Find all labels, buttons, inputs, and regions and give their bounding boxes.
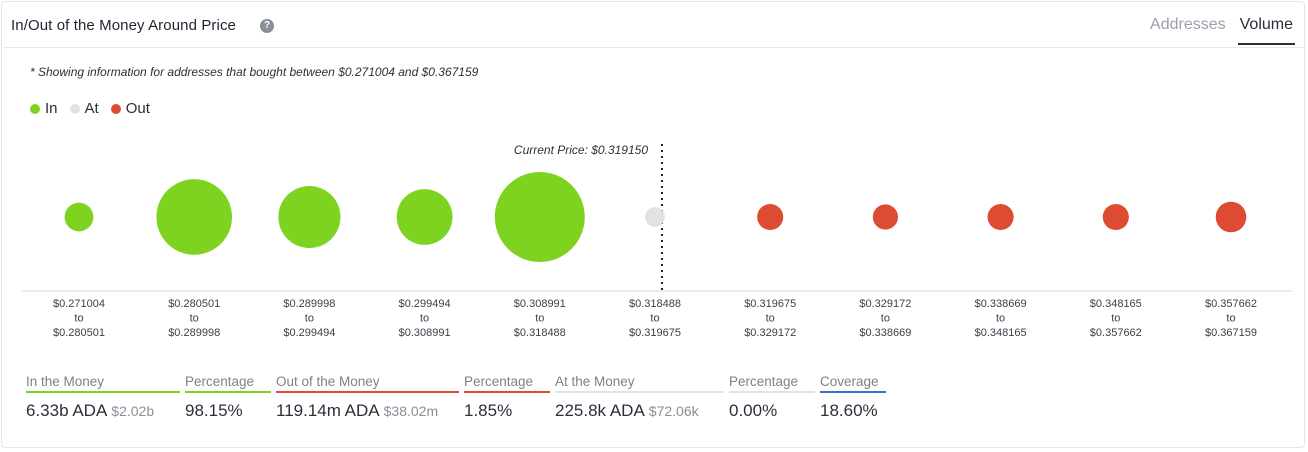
range-note: * Showing information for addresses that… — [30, 65, 479, 79]
tick-label: $0.280501 — [53, 327, 105, 339]
stat-in-percentage: Percentage 98.15% — [185, 374, 271, 421]
tab-addresses[interactable]: Addresses — [1150, 16, 1226, 33]
stat-usd: $72.06k — [648, 403, 699, 419]
tick-label: $0.289998 — [283, 298, 335, 310]
stat-amount: 225.8k ADA — [555, 401, 645, 420]
tick-label: to — [190, 313, 199, 325]
legend-item-out[interactable]: Out — [110, 100, 150, 117]
stat-value: 1.85% — [464, 401, 513, 420]
tab-volume[interactable]: Volume — [1237, 16, 1295, 45]
stat-label: Percentage — [185, 374, 271, 393]
tick-label: $0.318488 — [629, 298, 681, 310]
tick-label: $0.299494 — [399, 298, 451, 310]
legend-dot-out — [110, 103, 121, 114]
tick-label: $0.299494 — [283, 327, 335, 339]
page-title: In/Out of the Money Around Price — [11, 17, 236, 34]
tick-label: to — [650, 313, 659, 325]
stat-label: Coverage — [820, 374, 886, 393]
question-circle-icon[interactable]: ? — [260, 19, 274, 33]
summary-stats: In the Money 6.33b ADA $2.02b Percentage … — [26, 374, 891, 421]
stat-in-the-money: In the Money 6.33b ADA $2.02b — [26, 374, 180, 421]
tick-label: $0.271004 — [53, 298, 105, 310]
tick-label: $0.319675 — [629, 327, 681, 339]
stat-coverage: Coverage 18.60% — [820, 374, 886, 421]
legend-dot-at — [69, 103, 80, 114]
tick-label: $0.308991 — [399, 327, 451, 339]
legend-label-out: Out — [125, 100, 150, 117]
tick-label: to — [305, 313, 314, 325]
legend-item-in[interactable]: In — [30, 100, 58, 117]
stat-label: Percentage — [729, 374, 815, 393]
legend-label-at: At — [84, 100, 99, 117]
header-divider — [3, 47, 1303, 48]
bubble-in — [494, 172, 585, 262]
stat-label: In the Money — [26, 374, 180, 393]
stat-at-percentage: Percentage 0.00% — [729, 374, 815, 421]
stat-amount: 6.33b ADA — [26, 401, 108, 420]
tick-label: $0.308991 — [514, 298, 566, 310]
tick-label: $0.338669 — [975, 298, 1027, 310]
stat-label: Percentage — [464, 374, 550, 393]
stat-out-percentage: Percentage 1.85% — [464, 374, 550, 421]
bubble-in — [156, 179, 232, 255]
view-tabs: Addresses Volume — [1148, 16, 1295, 45]
stat-usd: $38.02m — [383, 403, 439, 419]
tick-label: to — [1226, 313, 1235, 325]
tick-label: to — [420, 313, 429, 325]
chart-legend: In At Out — [30, 100, 150, 117]
stat-label: Out of the Money — [276, 374, 459, 393]
bubble-out — [987, 203, 1014, 231]
stat-usd: $2.02b — [111, 403, 155, 419]
tick-label: $0.329172 — [859, 298, 911, 310]
stat-at-the-money: At the Money 225.8k ADA $72.06k — [555, 374, 724, 421]
bubble-in — [396, 189, 453, 245]
tick-label: to — [535, 313, 544, 325]
stat-value: 6.33b ADA $2.02b — [26, 401, 180, 421]
stat-value: 119.14m ADA $38.02m — [276, 401, 459, 421]
bubble-chart: Current Price: $0.319150 $0.271004 to $0.28… — [22, 143, 1292, 339]
stat-out-of-the-money: Out of the Money 119.14m ADA $38.02m — [276, 374, 459, 421]
tick-label: $0.357662 — [1205, 298, 1257, 310]
tick-label: $0.329172 — [744, 327, 796, 339]
tick-label: $0.280501 — [168, 298, 220, 310]
tick-label: $0.289998 — [168, 327, 220, 339]
stat-value: 98.15% — [185, 401, 243, 420]
legend-item-at[interactable]: At — [69, 100, 99, 117]
bubble-out — [1215, 201, 1247, 233]
tick-label: to — [74, 313, 83, 325]
tick-label: $0.338669 — [859, 327, 911, 339]
legend-label-in: In — [45, 100, 58, 117]
bubble-at — [645, 207, 665, 227]
stat-value: 225.8k ADA $72.06k — [555, 401, 724, 421]
stat-label: At the Money — [555, 374, 724, 393]
legend-dot-in — [30, 103, 40, 114]
tick-label: to — [766, 313, 775, 325]
tick-label: $0.318488 — [514, 327, 566, 339]
current-price-label: Current Price: $0.319150 — [514, 143, 648, 157]
tick-label: $0.348165 — [975, 327, 1027, 339]
bubble-out — [757, 203, 784, 231]
stat-value: 0.00% — [729, 401, 778, 420]
stat-value: 18.60% — [820, 401, 878, 420]
bubble-out — [1102, 203, 1129, 231]
tick-label: $0.367159 — [1205, 327, 1257, 339]
bubble-in — [278, 185, 341, 249]
tick-label: to — [881, 313, 890, 325]
tick-label: $0.348165 — [1090, 298, 1142, 310]
bubble-in — [64, 202, 94, 232]
tick-label: to — [1111, 313, 1120, 325]
stat-amount: 119.14m ADA — [276, 401, 380, 420]
tick-label: to — [996, 313, 1005, 325]
tick-label: $0.319675 — [744, 298, 796, 310]
bubble-out — [872, 204, 899, 230]
tick-label: $0.357662 — [1090, 327, 1142, 339]
